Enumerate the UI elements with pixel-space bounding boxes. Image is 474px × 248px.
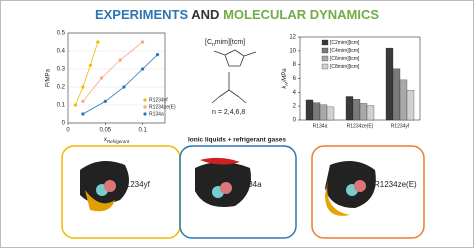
data-point: [118, 58, 122, 62]
y-axis-label-part: H: [284, 82, 289, 86]
bar: [406, 90, 415, 121]
legend-label: [C6mim][tcm]: [330, 56, 360, 62]
x-tick-label: 0.05: [99, 128, 111, 134]
legend-label: R1234ze(E): [149, 104, 176, 110]
y-tick-label: 0.2: [57, 85, 66, 91]
formula-part: mim][tcm]: [215, 39, 245, 46]
bar: [352, 99, 361, 121]
x-tick-label: R134a: [313, 123, 328, 129]
chain-note: n = 2,4,6,8: [212, 109, 245, 116]
y-tick-label: 0.5: [57, 31, 66, 37]
x-tick-label: 0: [66, 128, 70, 134]
data-point: [99, 76, 104, 80]
title-part: AND: [191, 7, 219, 22]
cation-structure: [211, 49, 257, 104]
panel-label: R1234yf: [120, 180, 151, 189]
y-tick-label: 8: [293, 62, 297, 68]
x-axis-label-part: Refrigerant: [107, 139, 130, 144]
y-tick-label: 0: [293, 118, 297, 124]
series-line: [82, 41, 143, 102]
y-tick-label: 2: [293, 104, 297, 110]
panel-frame: [311, 145, 425, 239]
bar: [345, 96, 354, 121]
plot-frame: [67, 32, 166, 124]
bar: [319, 104, 328, 121]
legend-marker: [143, 98, 147, 102]
x-tick-label: R1234yf: [391, 123, 410, 129]
x-axis-label: xRefrigerant: [103, 137, 130, 144]
y-tick-label: 0.4: [57, 49, 66, 55]
data-point: [73, 103, 78, 107]
y-axis-label: kH/MPa: [282, 68, 289, 89]
data-point: [155, 53, 160, 57]
molecule: [354, 180, 366, 192]
legend-swatch: [321, 47, 329, 54]
formula-part: n: [212, 42, 215, 48]
density-blob: [80, 161, 129, 204]
legend-label: [C2mim][tcm]: [330, 40, 360, 46]
bar: [326, 106, 335, 121]
data-point: [103, 99, 107, 103]
x-tick-label: R1234ze(E): [347, 123, 374, 129]
density-blob: [200, 157, 240, 165]
formula-part: [C: [205, 39, 212, 46]
formula: [Cnmim][tcm]: [205, 39, 245, 48]
data-point: [141, 67, 145, 71]
title: EXPERIMENTS AND MOLECULAR DYNAMICS: [95, 7, 379, 22]
y-tick-label: 0.1: [57, 103, 66, 109]
bar: [359, 103, 368, 121]
legend-swatch: [321, 39, 329, 46]
title-part: EXPERIMENTS: [95, 7, 189, 22]
bar: [385, 47, 394, 121]
y-tick-label: 4: [293, 90, 297, 96]
md-panels: [61, 145, 425, 239]
caption: Ionic liquids + refrigerant gases: [188, 137, 286, 144]
density-blob: [325, 180, 350, 216]
legend-label: R1234yf: [149, 97, 168, 103]
bar: [305, 99, 314, 121]
panel-label: R134a: [238, 180, 262, 189]
title-part: MOLECULAR DYNAMICS: [223, 7, 379, 22]
data-point: [141, 40, 145, 44]
panel-frame: [179, 145, 297, 239]
x-tick-label: 0.1: [138, 128, 147, 134]
bar: [366, 105, 375, 121]
data-point: [96, 40, 100, 44]
data-point: [88, 63, 92, 67]
y-axis-label: P/MPa: [46, 68, 52, 87]
y-tick-label: 0.3: [57, 67, 66, 73]
y-tick-label: 10: [289, 48, 296, 54]
bar: [392, 68, 401, 121]
series-line: [75, 41, 99, 106]
data-point: [81, 112, 85, 116]
bar: [312, 102, 321, 121]
y-tick-label: 0: [62, 121, 66, 127]
y-axis-label-part: /MPa: [282, 68, 288, 84]
data-point: [81, 85, 85, 89]
y-tick-label: 6: [293, 76, 297, 82]
molecule: [220, 182, 232, 194]
legend-swatch: [321, 55, 329, 62]
legend-label: [C4mim][tcm]: [330, 48, 360, 54]
legend-marker: [143, 112, 147, 116]
legend-label: R134a: [149, 111, 164, 117]
y-tick-label: 12: [289, 35, 296, 41]
y-axis-label-part: k: [282, 85, 288, 89]
bar: [399, 79, 408, 121]
data-point: [122, 85, 126, 89]
panel-label: R1234ze(E): [374, 180, 417, 189]
x-axis-label-part: x: [103, 137, 108, 143]
legend-label: [C8mim][tcm]: [330, 64, 360, 70]
data-point: [81, 99, 85, 103]
density-blob: [85, 190, 115, 212]
legend-swatch: [321, 63, 329, 70]
molecule: [104, 180, 116, 192]
legend-marker: [143, 105, 147, 109]
